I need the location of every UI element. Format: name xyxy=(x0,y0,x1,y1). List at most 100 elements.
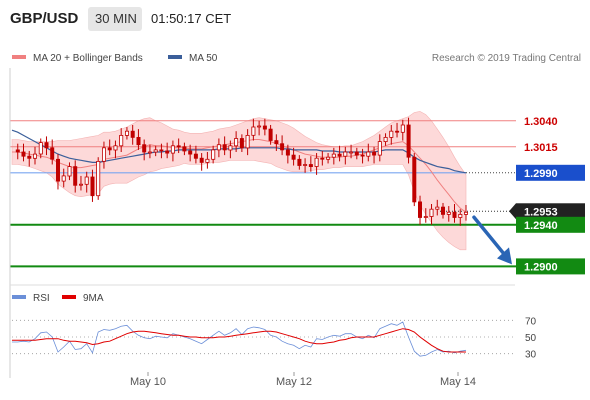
level-tag-4 xyxy=(516,216,585,233)
candle-body xyxy=(257,125,262,128)
level-label-1: 1.3015 xyxy=(524,142,558,154)
candle-body xyxy=(44,142,49,149)
candle-body xyxy=(182,146,187,152)
candle-body xyxy=(366,151,371,157)
candle-body xyxy=(73,166,78,186)
candle-body xyxy=(314,157,319,167)
candle-body xyxy=(291,154,296,160)
candle-body xyxy=(389,130,394,138)
candle-body xyxy=(435,206,440,210)
candle-body xyxy=(251,126,256,136)
ma50-line xyxy=(11,129,467,174)
candle-body xyxy=(176,145,181,148)
candle-body xyxy=(360,154,365,157)
level-tag-2 xyxy=(516,164,585,181)
candle-body xyxy=(262,125,267,130)
x-tick-label: May 14 xyxy=(440,376,476,388)
pair-title: GBP/USD xyxy=(10,10,79,27)
candle-body xyxy=(56,158,61,182)
candle-body xyxy=(429,208,434,217)
candle-body xyxy=(159,149,164,152)
timeframe-box[interactable] xyxy=(88,7,142,31)
candle-body xyxy=(15,149,20,153)
candle-body xyxy=(211,149,216,160)
candle-body xyxy=(170,145,175,154)
candle-body xyxy=(458,213,463,218)
candle-body xyxy=(337,153,342,157)
candle-body xyxy=(412,156,417,203)
bollinger-band-area xyxy=(11,111,467,251)
candle-body xyxy=(107,147,112,151)
candles xyxy=(15,117,468,226)
candle-body xyxy=(79,183,84,186)
level-labels: 1.3040 1.3015 1.2990 1.2953 1.2940 1.2900 xyxy=(509,116,585,275)
candle-body xyxy=(377,141,382,156)
candle-body xyxy=(417,201,422,218)
candle-body xyxy=(423,216,428,218)
x-tick-label: May 12 xyxy=(276,376,312,388)
candle-body xyxy=(205,158,210,163)
candle-body xyxy=(136,136,141,146)
x-tick-label: May 10 xyxy=(130,376,166,388)
candle-body xyxy=(343,151,348,157)
candle-body xyxy=(50,147,55,160)
legend-label-ma20: MA 20 + Bollinger Bands xyxy=(33,53,143,64)
candle-body xyxy=(130,130,135,138)
current-tag-pointer xyxy=(509,203,516,220)
moving-averages xyxy=(11,129,467,213)
candle-body xyxy=(216,144,221,151)
rsi-ma-line xyxy=(12,328,466,353)
candle-body xyxy=(400,124,405,133)
bollinger-band xyxy=(11,111,467,251)
candle-body xyxy=(308,164,313,167)
rsi-line xyxy=(12,321,467,357)
candle-body xyxy=(354,151,359,156)
forecast-arrow xyxy=(472,215,512,265)
rsi-tick-label: 30 xyxy=(525,350,537,361)
level-label-2: 1.2990 xyxy=(524,168,558,180)
candle-body xyxy=(33,153,38,159)
candle-body xyxy=(102,147,107,162)
candle-body xyxy=(280,143,285,151)
candle-body xyxy=(113,145,118,151)
legend-label-ma50: MA 50 xyxy=(189,53,218,64)
arrow-head xyxy=(497,247,512,265)
level-tag-5 xyxy=(516,258,585,275)
rsi-tick-label: 50 xyxy=(525,333,537,344)
candle-body xyxy=(38,142,43,155)
candle-body xyxy=(452,211,457,218)
candle-body xyxy=(119,134,124,147)
candle-body xyxy=(142,144,147,153)
legend-label-rsi-ma: 9MA xyxy=(83,293,104,304)
candle-body xyxy=(222,144,227,151)
candle-body xyxy=(297,158,302,166)
candle-body xyxy=(188,150,193,155)
candle-body xyxy=(463,211,468,215)
candle-body xyxy=(27,155,32,159)
candle-body xyxy=(61,175,66,182)
timeframe-label: 30 MIN xyxy=(95,11,137,26)
candle-body xyxy=(245,134,250,149)
candle-body xyxy=(285,149,290,156)
candle-body xyxy=(147,151,152,154)
level-tag-3 xyxy=(516,203,585,220)
rsi-tick-label: 70 xyxy=(525,316,537,327)
candle-body xyxy=(372,151,377,156)
candle-body xyxy=(320,157,325,160)
candle-body xyxy=(395,130,400,133)
level-label-0: 1.3040 xyxy=(524,116,558,128)
candle-body xyxy=(268,128,273,141)
candle-body xyxy=(67,166,72,177)
time-label: 01:50:17 CET xyxy=(151,11,231,26)
candle-body xyxy=(239,138,244,149)
level-label-5: 1.2900 xyxy=(524,261,558,273)
candle-body xyxy=(199,157,204,163)
candle-body xyxy=(96,160,101,197)
candle-body xyxy=(383,136,388,142)
candle-body xyxy=(125,130,130,136)
candle-body xyxy=(153,149,158,153)
credit-text: Research © 2019 Trading Central xyxy=(432,53,581,64)
candle-body xyxy=(326,156,331,160)
candle-body xyxy=(440,206,445,215)
